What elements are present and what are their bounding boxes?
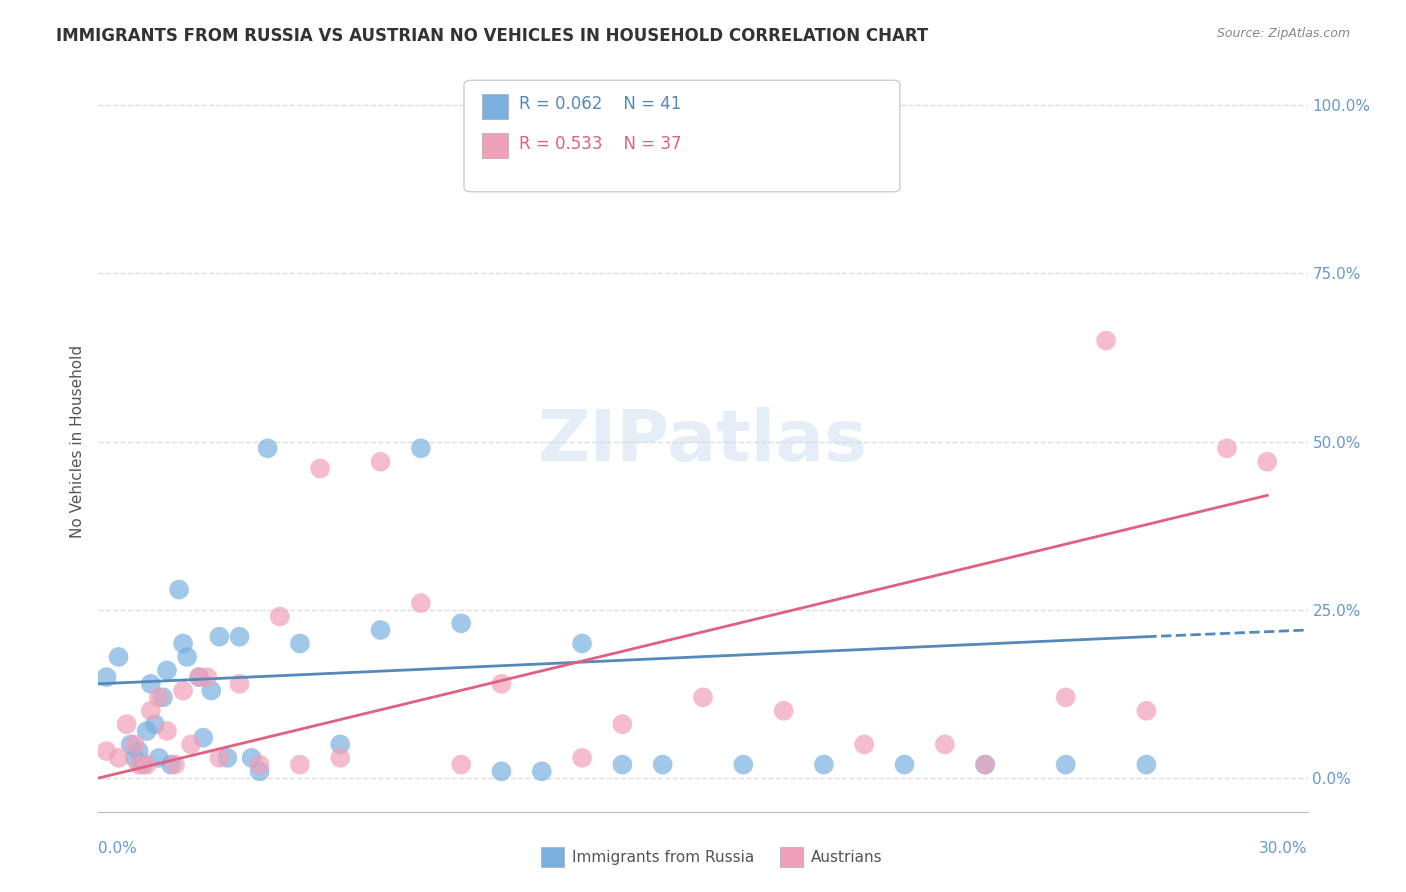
Point <box>772 704 794 718</box>
Point <box>329 751 352 765</box>
Point <box>156 723 179 738</box>
Point <box>1135 704 1157 718</box>
Point <box>115 717 138 731</box>
Point <box>249 757 271 772</box>
Point <box>571 636 593 650</box>
Point <box>124 751 146 765</box>
Point <box>1054 757 1077 772</box>
Point <box>1054 690 1077 705</box>
Point <box>974 757 997 772</box>
Point <box>128 757 150 772</box>
Point <box>651 757 673 772</box>
Point <box>188 670 211 684</box>
Point <box>409 442 432 456</box>
Point <box>240 751 263 765</box>
Point <box>853 738 876 752</box>
Point <box>195 670 218 684</box>
Point <box>107 751 129 765</box>
Text: R = 0.533    N = 37: R = 0.533 N = 37 <box>519 135 682 153</box>
Point <box>530 764 553 779</box>
Point <box>1095 334 1118 348</box>
Text: R = 0.062    N = 41: R = 0.062 N = 41 <box>519 95 681 113</box>
Point <box>208 630 231 644</box>
Text: Immigrants from Russia: Immigrants from Russia <box>572 850 755 864</box>
Point <box>612 757 634 772</box>
Point <box>148 690 170 705</box>
Point <box>124 738 146 752</box>
Point <box>934 738 956 752</box>
Point <box>156 664 179 678</box>
Point <box>370 623 392 637</box>
Point <box>269 609 291 624</box>
Text: IMMIGRANTS FROM RUSSIA VS AUSTRIAN NO VEHICLES IN HOUSEHOLD CORRELATION CHART: IMMIGRANTS FROM RUSSIA VS AUSTRIAN NO VE… <box>56 27 928 45</box>
Point <box>120 738 142 752</box>
Point <box>450 616 472 631</box>
Text: ZIPatlas: ZIPatlas <box>538 407 868 476</box>
Point <box>148 751 170 765</box>
Point <box>228 630 250 644</box>
Point <box>491 764 513 779</box>
Point <box>329 738 352 752</box>
Text: Source: ZipAtlas.com: Source: ZipAtlas.com <box>1216 27 1350 40</box>
Point <box>107 649 129 664</box>
Point <box>1256 455 1278 469</box>
Point <box>893 757 915 772</box>
Point <box>733 757 755 772</box>
Point <box>249 764 271 779</box>
Point <box>152 690 174 705</box>
Point <box>96 744 118 758</box>
Point <box>228 677 250 691</box>
Point <box>172 636 194 650</box>
Point <box>188 670 211 684</box>
Point <box>813 757 835 772</box>
Point <box>571 751 593 765</box>
Point <box>450 757 472 772</box>
Text: 30.0%: 30.0% <box>1260 841 1308 856</box>
Text: Austrians: Austrians <box>811 850 883 864</box>
Text: 0.0%: 0.0% <box>98 841 138 856</box>
Point <box>1216 442 1239 456</box>
Point <box>612 717 634 731</box>
Point <box>370 455 392 469</box>
Point <box>132 757 155 772</box>
Point <box>200 683 222 698</box>
Point <box>193 731 215 745</box>
Point <box>208 751 231 765</box>
Point <box>167 582 190 597</box>
Point <box>96 670 118 684</box>
Point <box>491 677 513 691</box>
Point <box>309 461 332 475</box>
Y-axis label: No Vehicles in Household: No Vehicles in Household <box>69 345 84 538</box>
Point <box>135 757 157 772</box>
Point <box>1135 757 1157 772</box>
Point <box>217 751 239 765</box>
Point <box>139 677 162 691</box>
Point <box>409 596 432 610</box>
Point <box>176 649 198 664</box>
Point <box>139 704 162 718</box>
Point <box>288 636 311 650</box>
Point <box>163 757 186 772</box>
Point <box>160 757 183 772</box>
Point <box>256 442 278 456</box>
Point <box>974 757 997 772</box>
Point <box>135 723 157 738</box>
Point <box>288 757 311 772</box>
Point <box>180 738 202 752</box>
Point <box>692 690 714 705</box>
Point <box>128 744 150 758</box>
Point <box>143 717 166 731</box>
Point <box>172 683 194 698</box>
